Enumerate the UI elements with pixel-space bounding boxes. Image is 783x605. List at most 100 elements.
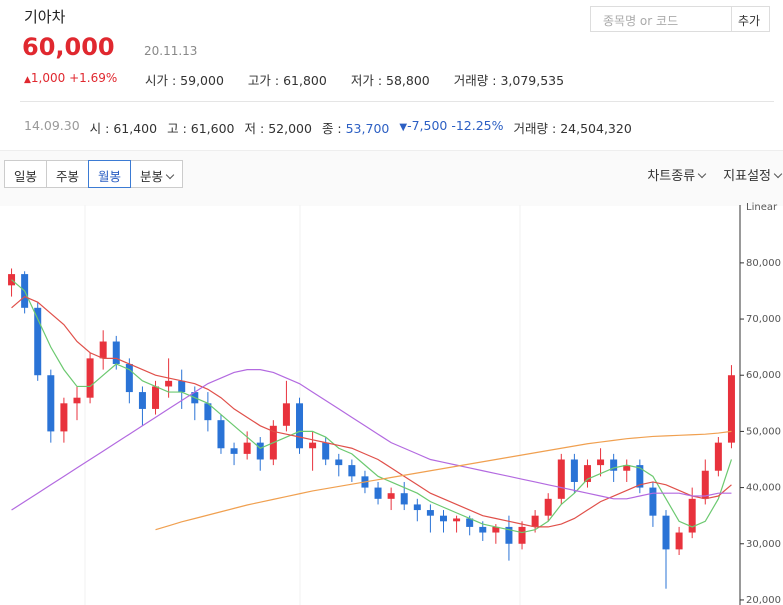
- candle-body: [439, 515, 447, 522]
- stat-value: 53,700: [345, 121, 390, 136]
- candle-body: [466, 518, 474, 527]
- stat-value: 61,400: [113, 121, 158, 136]
- moving-average: [11, 295, 732, 528]
- candle-body: [165, 380, 173, 387]
- y-tick-label: 70,000: [746, 314, 781, 325]
- menu-label: 차트종류: [647, 169, 696, 184]
- stat-label: 종 :: [321, 121, 342, 136]
- stat-label: 고가 :: [247, 73, 280, 88]
- stat: 고가 : 61,800: [248, 70, 327, 89]
- candle-body: [335, 459, 343, 466]
- stat: 종 : 53,700: [322, 118, 389, 137]
- stat-label: 거래량 :: [453, 73, 497, 88]
- search-input[interactable]: 종목명 or 코드: [590, 6, 732, 32]
- candle-body: [597, 459, 605, 466]
- period-tab[interactable]: 주봉: [46, 160, 90, 188]
- date: 20.11.13: [144, 44, 198, 58]
- stat-label: 시가 :: [145, 73, 177, 88]
- candle-body: [387, 493, 395, 499]
- stat-value: 52,000: [268, 121, 312, 136]
- hover-change-value: -7,500: [407, 118, 448, 133]
- stats: 시가 : 59,000 고가 : 61,800 저가 : 58,800 거래량 : 3…: [145, 70, 564, 89]
- candle-body: [322, 442, 330, 460]
- menu[interactable]: 차트종류: [647, 165, 707, 184]
- period-tab[interactable]: 분봉: [130, 160, 184, 188]
- stat-label: 시 :: [89, 121, 110, 136]
- y-tick-label: 50,000: [746, 426, 781, 437]
- stock-name: 기아차: [24, 8, 66, 26]
- stat-label: 고 :: [167, 121, 187, 136]
- separator: [20, 101, 774, 102]
- add-button[interactable]: 추가: [732, 6, 770, 32]
- candle-body: [570, 459, 578, 482]
- stat-label: 저 :: [244, 121, 265, 136]
- candle-body: [636, 465, 644, 488]
- candle-body: [73, 397, 81, 404]
- stat-label: 저가 :: [350, 73, 383, 88]
- hover-date: 14.09.30: [24, 118, 80, 133]
- candle-body: [243, 442, 251, 454]
- y-tick-label: 30,000: [746, 539, 781, 550]
- chevron: [165, 170, 175, 180]
- candle-body: [544, 498, 552, 516]
- candle-body: [34, 307, 42, 376]
- y-tick-label: 60,000: [746, 370, 781, 381]
- candle-body: [204, 403, 212, 421]
- stat-value: 58,800: [386, 73, 430, 88]
- candle-body: [112, 341, 120, 364]
- candle-body: [348, 465, 356, 477]
- candle-body: [99, 341, 107, 359]
- stat: 시가 : 59,000: [145, 70, 224, 89]
- change: ▲1,000 +1.69%: [24, 71, 117, 85]
- candle-body: [138, 392, 146, 409]
- moving-average: [155, 430, 732, 531]
- candle-body: [125, 363, 133, 393]
- candle-body: [505, 526, 513, 544]
- candle-body: [86, 358, 94, 398]
- stat-value: 59,000: [180, 73, 224, 88]
- stat-value: 3,079,535: [500, 73, 565, 88]
- candle-body: [309, 442, 317, 449]
- change-pct: +1.69%: [69, 71, 118, 85]
- candle-body: [714, 442, 722, 471]
- candle-body: [727, 375, 735, 443]
- hover-volume-label: 거래량 :: [513, 121, 557, 136]
- candle-body: [623, 465, 631, 471]
- candle-body: [60, 403, 68, 432]
- candle-body: [518, 526, 526, 544]
- stat: 저가 : 58,800: [351, 70, 430, 89]
- period-label: 일봉: [14, 169, 38, 184]
- candle-body: [256, 442, 264, 460]
- moving-average: [11, 279, 733, 534]
- menus: 차트종류 지표설정: [647, 165, 783, 184]
- candle-body: [649, 487, 657, 516]
- candle-body: [610, 459, 618, 471]
- candle-body: [426, 510, 434, 516]
- period-tab[interactable]: 일봉: [4, 160, 48, 188]
- candle-body: [479, 526, 487, 533]
- hover-change: ▼-7,500 -12.25%: [399, 118, 503, 137]
- period-tab[interactable]: 월봉: [88, 160, 132, 188]
- candle-body: [701, 470, 709, 499]
- hover-volume-value: 24,504,320: [560, 121, 632, 136]
- y-tick-label: 80,000: [746, 258, 781, 269]
- candle-body: [662, 515, 670, 550]
- hover-info: 14.09.30 시 : 61,400 고 : 61,600 저 : 52,000 종…: [24, 118, 632, 137]
- candle-body: [413, 504, 421, 511]
- up-icon: ▲: [24, 75, 31, 85]
- stat: 거래량 : 3,079,535: [454, 70, 564, 89]
- candle-body: [492, 526, 500, 533]
- hover-volume: 거래량 : 24,504,320: [514, 118, 632, 137]
- stat: 저 : 52,000: [245, 118, 312, 137]
- candle-body: [688, 498, 696, 533]
- candle-body: [152, 386, 160, 409]
- menu[interactable]: 지표설정: [723, 165, 783, 184]
- candle-body: [47, 375, 55, 432]
- candle-body: [583, 465, 591, 482]
- candle-body: [400, 493, 408, 505]
- moving-average: [11, 369, 732, 511]
- y-tick-label: 20,000: [746, 595, 781, 605]
- candle-body: [230, 448, 238, 454]
- hover-stats: 시 : 61,400 고 : 61,600 저 : 52,000 종 : 53,700: [90, 118, 390, 137]
